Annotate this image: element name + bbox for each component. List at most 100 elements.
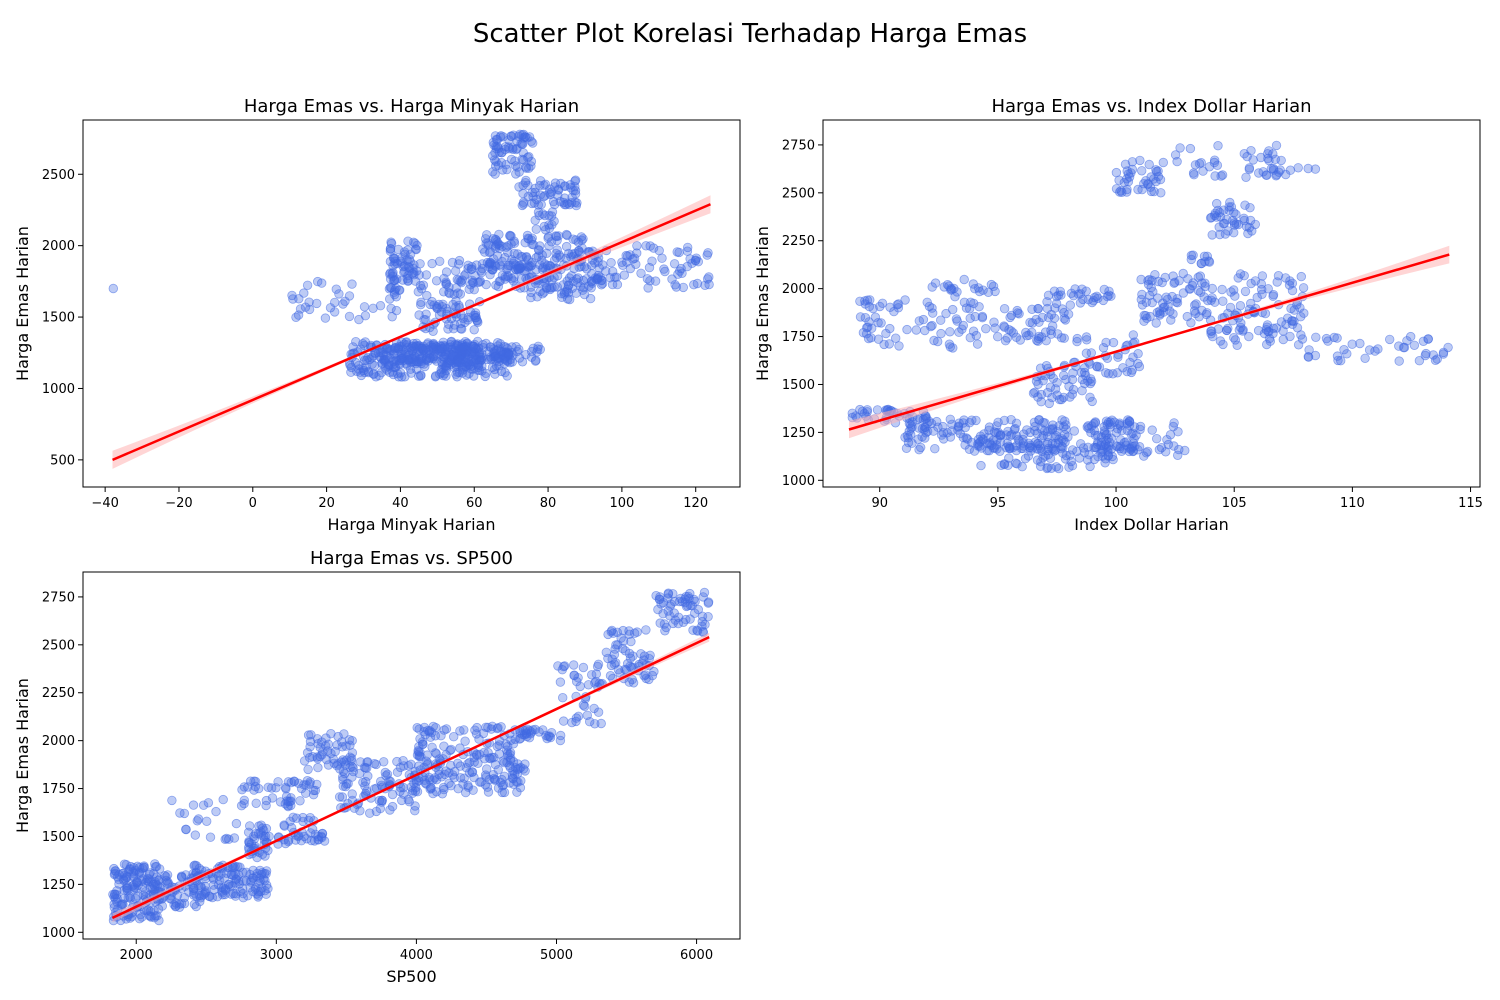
scatter-point	[431, 276, 442, 286]
scatter-point	[1020, 453, 1031, 464]
y-axis-label: Harga Emas Harian	[13, 678, 32, 833]
scatter-point	[377, 795, 387, 806]
scatter-point	[1135, 424, 1145, 435]
scatter-point	[537, 250, 548, 260]
scatter-point	[860, 313, 871, 323]
scatter-point	[1168, 421, 1179, 432]
scatter-point	[1141, 176, 1151, 186]
scatter-point	[199, 889, 209, 900]
scatter-point	[1133, 358, 1143, 369]
scatter-point	[330, 297, 340, 308]
scatter-point	[1239, 271, 1249, 281]
scatter-point	[1124, 416, 1135, 426]
scatter-point	[1438, 347, 1449, 358]
scatter-point	[612, 627, 623, 638]
scatter-point	[534, 245, 544, 256]
scatter-point	[1134, 361, 1145, 372]
scatter-point	[295, 796, 305, 806]
x-tick-label: 40	[392, 496, 409, 511]
scatter-point	[914, 423, 924, 433]
scatter-point	[355, 367, 365, 377]
scatter-point	[1072, 336, 1082, 347]
scatter-point	[1060, 315, 1071, 325]
scatter-point	[320, 313, 331, 323]
x-tick-label: 105	[1222, 496, 1247, 511]
scatter-point	[563, 248, 574, 259]
scatter-point	[1199, 292, 1209, 302]
scatter-point	[1060, 454, 1071, 464]
scatter-point	[1186, 318, 1196, 328]
scatter-point	[556, 730, 566, 741]
scatter-point	[402, 340, 412, 350]
x-tick-label: 3000	[260, 948, 293, 963]
scatter-point	[875, 301, 885, 312]
scatter-point	[891, 333, 901, 343]
scatter-point	[501, 739, 511, 749]
scatter-point	[1157, 277, 1167, 288]
scatter-point	[1086, 348, 1097, 358]
scatter-point	[384, 776, 394, 786]
scatter-point	[930, 278, 941, 288]
scatter-point	[482, 230, 492, 240]
scatter-point	[488, 137, 499, 148]
scatter-point	[1213, 140, 1223, 151]
y-tick-label: 1750	[782, 330, 815, 345]
scatter-point	[1011, 458, 1021, 468]
scatter-point	[122, 871, 132, 882]
scatter-point	[460, 357, 470, 367]
scatter-point	[1070, 284, 1080, 294]
scatter-point	[478, 244, 488, 254]
scatter-point	[587, 670, 597, 680]
scatter-point	[1133, 349, 1143, 359]
scatter-point	[1122, 425, 1133, 436]
scatter-point	[403, 354, 414, 365]
scatter-point	[643, 283, 653, 293]
y-tick-label: 2750	[42, 590, 75, 605]
scatter-point	[1118, 363, 1128, 373]
scatter-point	[1244, 164, 1255, 175]
scatter-point	[862, 407, 873, 417]
scatter-point	[936, 328, 946, 339]
scatter-point	[538, 725, 548, 735]
scatter-point	[1146, 282, 1156, 293]
scatter-point	[490, 234, 501, 245]
scatter-point	[1228, 227, 1239, 238]
scatter-point	[466, 280, 476, 290]
y-tick-label: 2250	[42, 686, 75, 701]
scatter-point	[550, 255, 560, 265]
scatter-point	[1090, 430, 1101, 440]
scatter-point	[906, 429, 916, 440]
scatter-point	[631, 259, 641, 270]
scatter-point	[532, 292, 542, 302]
scatter-point	[1190, 160, 1201, 170]
scatter-point	[540, 259, 550, 269]
scatter-point	[1256, 279, 1267, 289]
scatter-point	[568, 234, 578, 244]
subplot-title: Harga Emas vs. Harga Minyak Harian	[244, 96, 579, 117]
scatter-point	[561, 241, 572, 252]
scatter-point	[509, 272, 519, 283]
scatter-point	[1175, 143, 1185, 153]
scatter-point	[571, 713, 582, 723]
scatter-point	[989, 317, 999, 327]
scatter-point	[334, 289, 344, 299]
scatter-point	[544, 210, 554, 221]
scatter-point	[933, 336, 943, 347]
scatter-point	[639, 655, 649, 665]
scatter-point	[110, 868, 120, 879]
scatter-point	[291, 813, 302, 823]
scatter-point	[1136, 274, 1146, 285]
figure-title: Scatter Plot Korelasi Terhadap Harga Ema…	[473, 19, 1027, 49]
scatter-point	[945, 414, 956, 425]
scatter-point	[389, 287, 400, 297]
y-tick-label: 2500	[782, 186, 815, 201]
scatter-point	[1052, 329, 1063, 339]
scatter-point	[1030, 426, 1040, 436]
scatter-point	[932, 416, 942, 427]
scatter-point	[974, 302, 984, 312]
scatter-point	[966, 297, 976, 308]
scatter-point	[1297, 334, 1308, 344]
scatter-point	[218, 794, 228, 805]
scatter-point	[1244, 222, 1255, 233]
x-tick-label: 4000	[400, 948, 433, 963]
